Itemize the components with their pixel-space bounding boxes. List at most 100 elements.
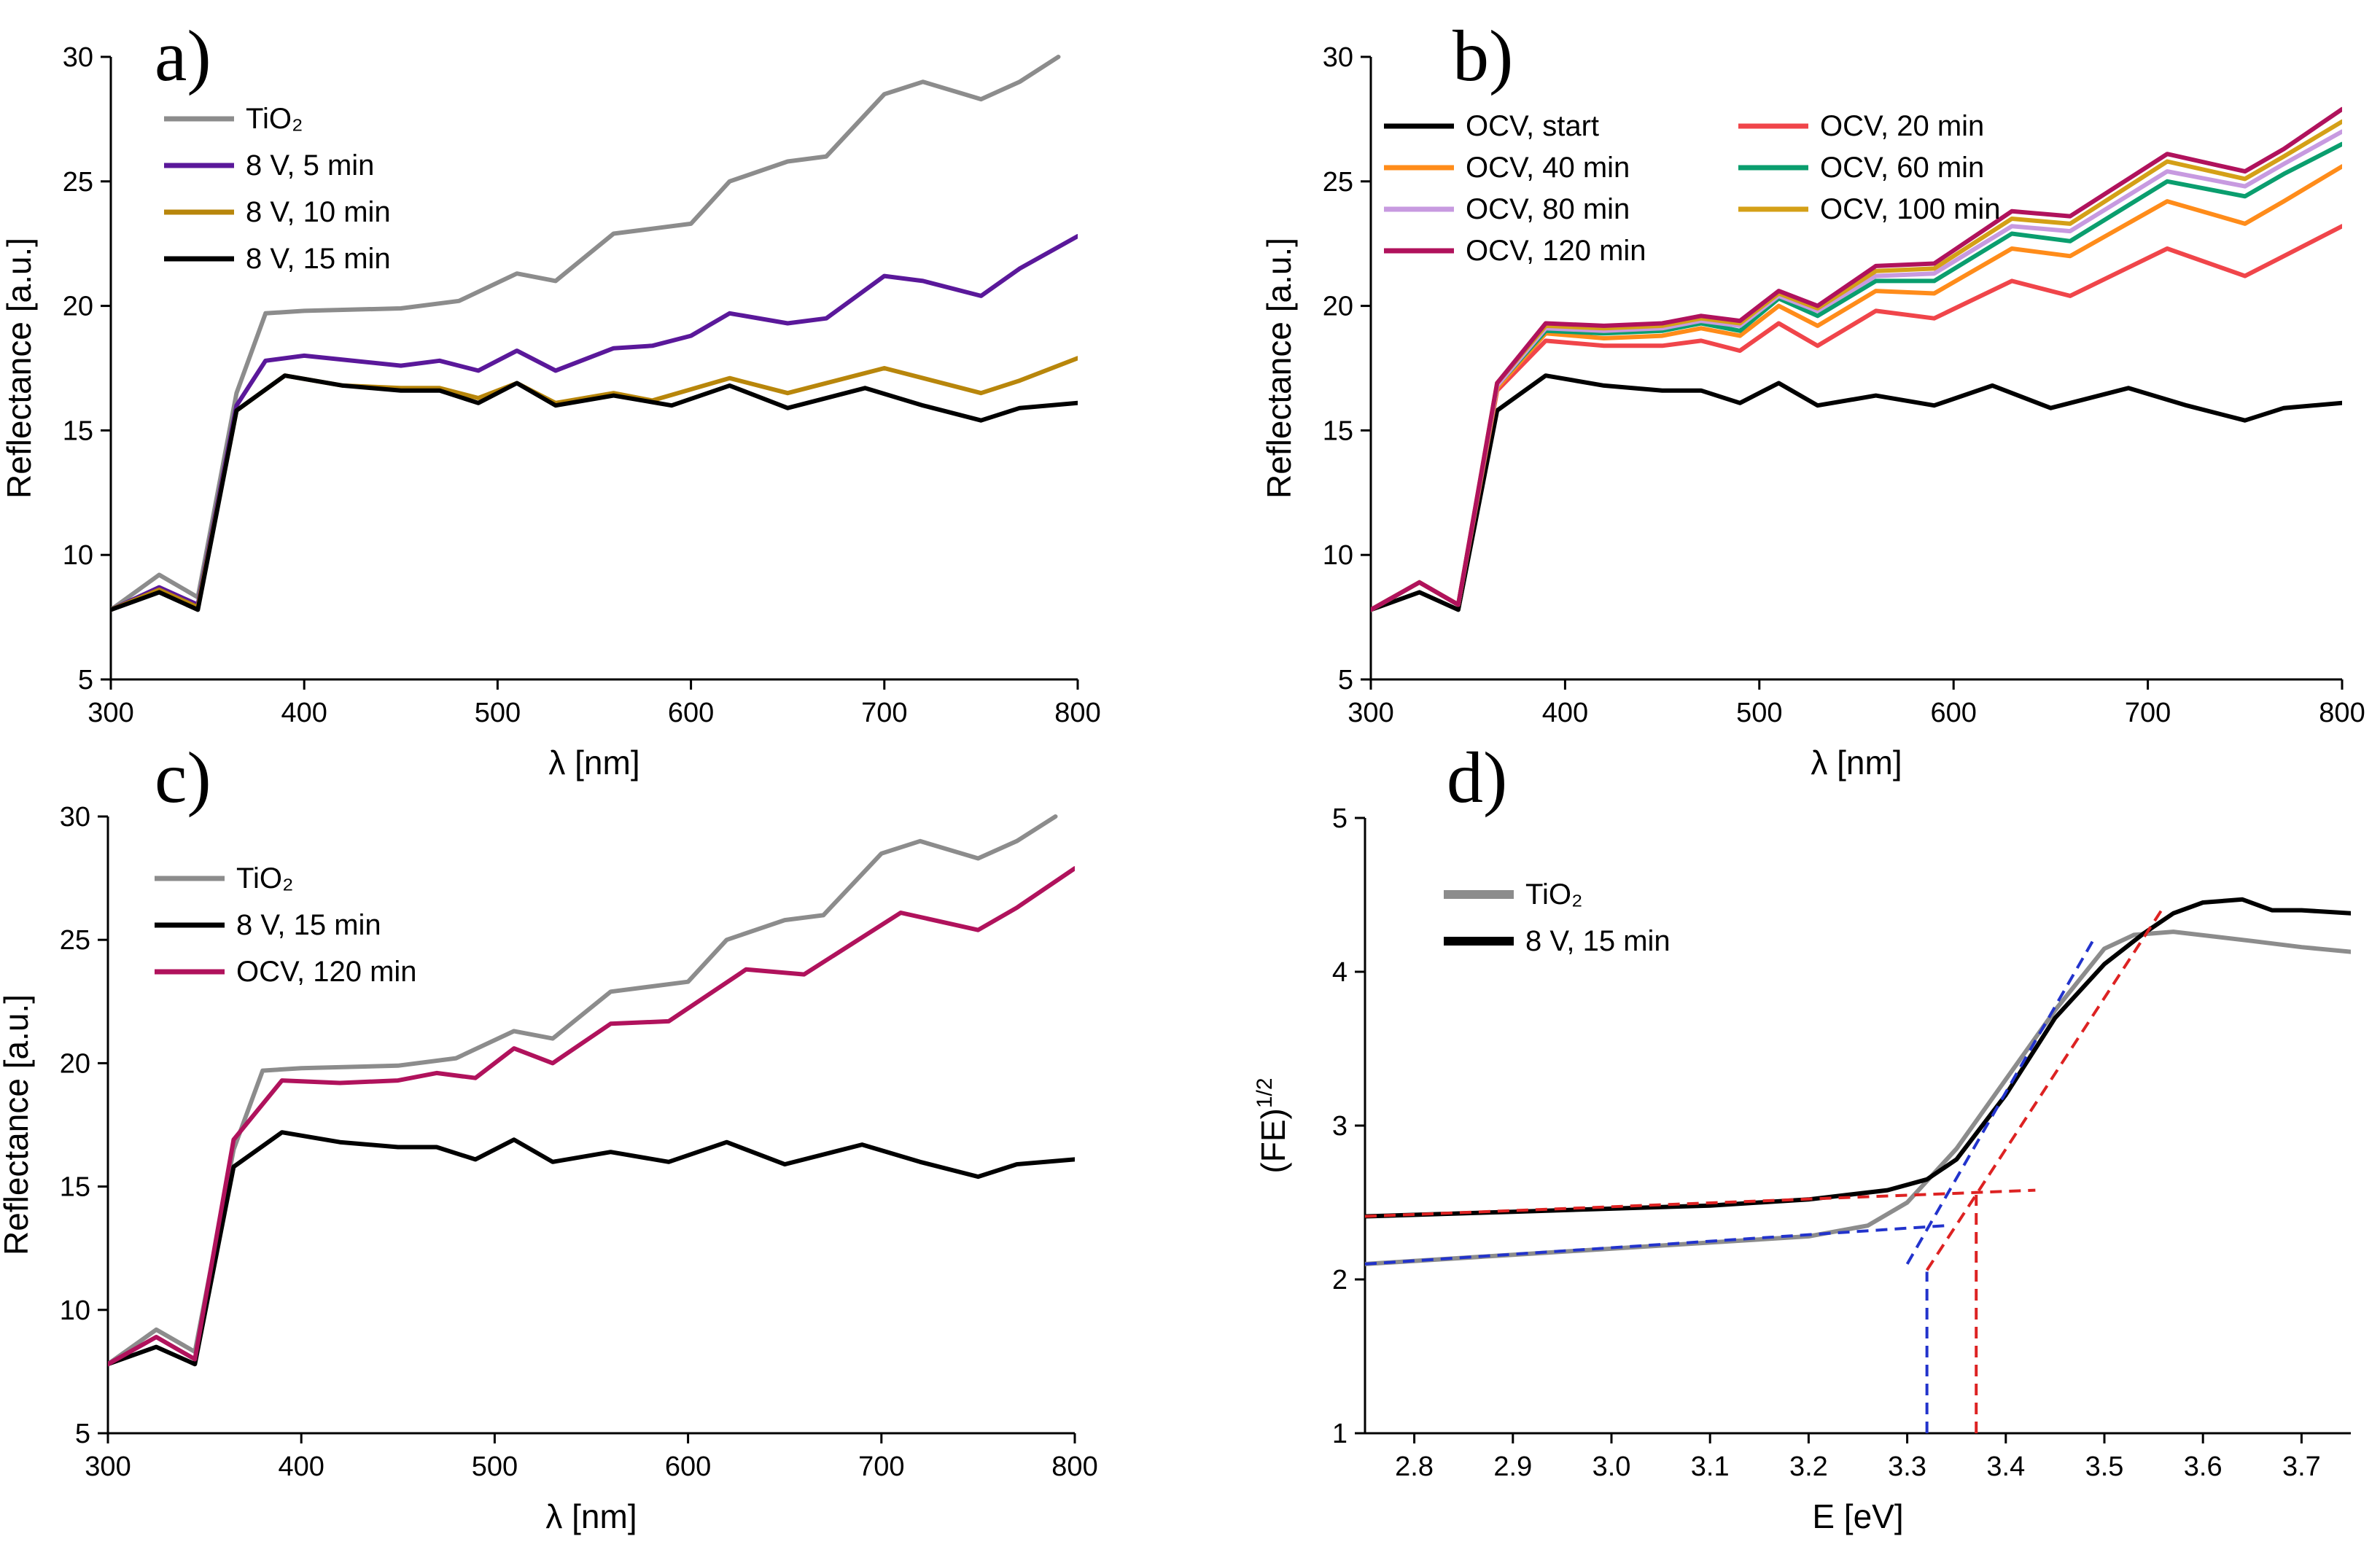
series-line-tio (108, 814, 1058, 1367)
y-axis-label: Reflectance [a.u.] (0, 238, 38, 499)
y-tick-label: 30 (1323, 42, 1353, 73)
x-axis-label: λ [nm] (545, 1497, 637, 1535)
x-tick-label: 700 (858, 1451, 904, 1482)
panel-letter: a) (155, 15, 211, 96)
y-tick-label: 4 (1332, 957, 1348, 988)
legend-label: OCV, 60 min (1820, 152, 1984, 184)
x-tick-label: 600 (1930, 698, 1976, 728)
y-tick-label: 15 (1323, 416, 1353, 446)
x-tick-label: 300 (1348, 698, 1393, 728)
series-line-8-v-15-min (1365, 897, 2351, 1219)
y-tick-label: 20 (1323, 292, 1353, 322)
x-tick-label: 700 (861, 698, 907, 728)
x-tick-label: 3.1 (1691, 1451, 1730, 1482)
y-tick-label: 15 (63, 416, 93, 446)
y-tick-label: 1 (1332, 1419, 1348, 1449)
y-tick-label: 20 (60, 1048, 90, 1079)
series-line-tio (111, 55, 1061, 612)
y-tick-label: 20 (63, 292, 93, 322)
y-axis-label: Reflectance [a.u.] (0, 994, 35, 1255)
y-tick-label: 10 (63, 540, 93, 571)
y-tick-label: 10 (1323, 540, 1353, 571)
y-tick-label: 5 (75, 1419, 90, 1449)
legend-label: OCV, 40 min (1466, 152, 1630, 184)
y-tick-label: 5 (1332, 803, 1348, 834)
x-tick-label: 700 (2125, 698, 2171, 728)
legend-label: 8 V, 15 min (246, 243, 391, 275)
panel-b: b) 300 400 500 600 700 800 5 10 15 20 25 30 λ [nm] Ref… (1260, 15, 2365, 782)
x-tick-label: 500 (472, 1451, 518, 1482)
y-tick-label: 25 (1323, 167, 1353, 198)
x-tick-label: 600 (665, 1451, 711, 1482)
tangent-guide-line (1364, 1224, 1947, 1266)
legend-label: OCV, 120 min (236, 956, 417, 988)
x-tick-label: 600 (668, 698, 714, 728)
y-axis-label-superscript: 1/2 (1253, 1077, 1277, 1108)
x-tick-label: 2.8 (1395, 1451, 1434, 1482)
x-tick-label: 800 (1054, 698, 1100, 728)
x-tick-label: 800 (1051, 1451, 1097, 1482)
legend-label: OCV, 20 min (1820, 110, 1984, 142)
panel-a: a) 300 400 500 600 700 800 5 10 15 20 25 30 λ [nm] Ref… (0, 15, 1101, 782)
legend-label: 8 V, 15 min (1525, 925, 1671, 957)
series-line-tio (1365, 929, 2351, 1266)
legend-label: TiO₂ (1525, 878, 1582, 911)
y-tick-label: 5 (78, 665, 93, 695)
x-tick-label: 300 (88, 698, 133, 728)
legend-label: 8 V, 10 min (246, 196, 391, 228)
y-tick-label: 25 (60, 925, 90, 956)
x-tick-label: 300 (85, 1451, 131, 1482)
panel-letter: d) (1447, 737, 1507, 818)
x-tick-label: 3.6 (2184, 1451, 2222, 1482)
panel-d: d) 2.8 2.9 3.0 3.1 3.2 3.3 3.4 3.5 3.6 3.7 1 2 3 4 5 E [… (1253, 737, 2351, 1535)
y-axis-label: (FE)1/2 (1253, 1077, 1292, 1173)
x-tick-label: 3.7 (2282, 1451, 2321, 1482)
y-tick-label: 15 (60, 1172, 90, 1203)
x-tick-label: 3.3 (1888, 1451, 1926, 1482)
legend-label: OCV, 100 min (1820, 193, 2001, 225)
legend-label: OCV, 120 min (1466, 235, 1646, 267)
series-line-ocv-start (1371, 373, 2342, 612)
y-tick-label: 30 (60, 802, 90, 833)
x-tick-label: 400 (278, 1451, 324, 1482)
tangent-guide-line (1925, 906, 2165, 1271)
x-axis-label: λ [nm] (1811, 744, 1902, 782)
series-line-ocv-120-min (108, 866, 1075, 1367)
panel-letter: b) (1452, 15, 1513, 96)
legend-label: 8 V, 5 min (246, 149, 374, 182)
y-tick-label: 25 (63, 167, 93, 198)
legend-label: OCV, 80 min (1466, 193, 1630, 225)
y-tick-label: 2 (1332, 1265, 1348, 1295)
y-tick-label: 10 (60, 1295, 90, 1326)
x-tick-label: 500 (475, 698, 521, 728)
x-tick-label: 500 (1736, 698, 1782, 728)
panel-letter: c) (155, 737, 211, 818)
x-tick-label: 3.2 (1789, 1451, 1828, 1482)
series-line-8-v-15-min (111, 373, 1078, 612)
series-line-8-v-5-min (111, 234, 1078, 612)
x-tick-label: 800 (2319, 698, 2365, 728)
legend-label: TiO₂ (236, 862, 293, 894)
legend-label: TiO₂ (246, 103, 303, 135)
tangent-guide-line (1905, 937, 2096, 1265)
x-tick-label: 400 (1542, 698, 1588, 728)
x-tick-label: 3.0 (1592, 1451, 1631, 1482)
y-tick-label: 5 (1338, 665, 1353, 695)
x-axis-label: E [eV] (1812, 1497, 1903, 1535)
x-tick-label: 400 (281, 698, 327, 728)
y-axis-label: Reflectance [a.u.] (1260, 238, 1298, 499)
x-tick-label: 3.5 (2085, 1451, 2124, 1482)
x-tick-label: 3.4 (1986, 1451, 2025, 1482)
legend-label: OCV, start (1466, 110, 1599, 142)
series-line-ocv-40-min (1371, 164, 2342, 612)
series-line-8-v-15-min (108, 1130, 1075, 1367)
panel-c: c) 300 400 500 600 700 800 5 10 15 20 25 30 λ [nm] Ref… (0, 737, 1098, 1535)
series-line-ocv-120-min (1371, 106, 2342, 612)
y-axis-label-main: (FE) (1254, 1108, 1292, 1173)
y-tick-label: 30 (63, 42, 93, 73)
y-tick-label: 3 (1332, 1111, 1348, 1142)
legend-label: 8 V, 15 min (236, 909, 381, 941)
x-axis-label: λ [nm] (548, 744, 639, 782)
x-tick-label: 2.9 (1493, 1451, 1532, 1482)
